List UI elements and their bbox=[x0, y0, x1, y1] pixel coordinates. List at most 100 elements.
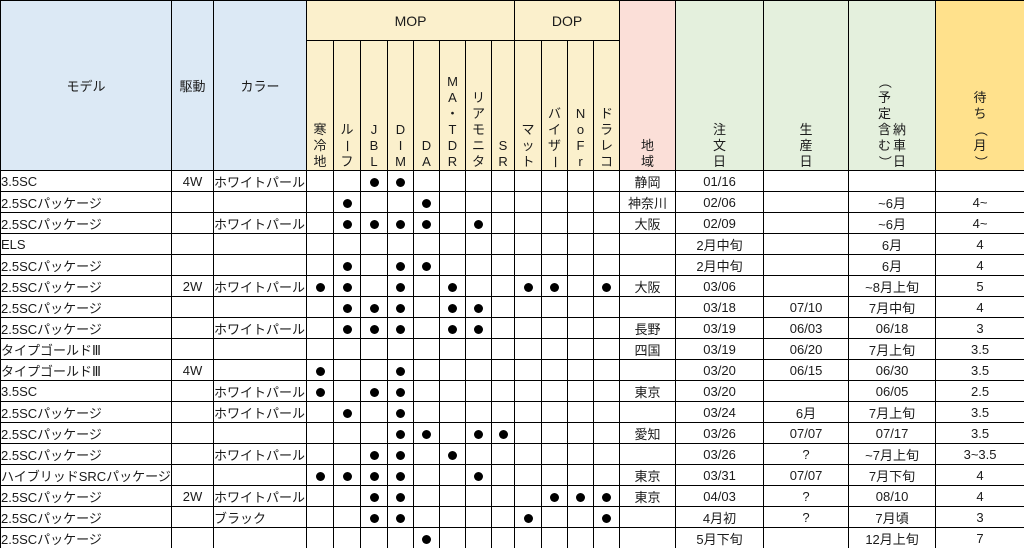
cell-option-rear-monitor bbox=[465, 380, 492, 402]
vertical-label: バイザー bbox=[547, 106, 563, 169]
cell-option-cold-weather bbox=[306, 464, 334, 486]
cell-color bbox=[213, 359, 307, 381]
cell-option-ma-tdr bbox=[439, 233, 466, 255]
cell-production-date bbox=[763, 527, 850, 548]
cell-option-nofr bbox=[567, 422, 595, 444]
cell-region: 大阪 bbox=[619, 212, 677, 234]
cell-option-jbl bbox=[360, 170, 388, 192]
cell-option-ma-tdr bbox=[439, 443, 466, 465]
cell-production-date bbox=[763, 212, 850, 234]
cell-option-rear-monitor bbox=[465, 464, 492, 486]
cell-option-drive-recorder bbox=[593, 443, 621, 465]
header-region: 地域 bbox=[619, 0, 677, 171]
cell-wait-months: 4~ bbox=[935, 191, 1024, 213]
cell-option-jbl bbox=[360, 317, 388, 339]
cell-wait-months: 5 bbox=[935, 275, 1024, 297]
option-dot bbox=[396, 177, 405, 187]
cell-option-dim bbox=[387, 317, 414, 339]
cell-option-drive-recorder bbox=[593, 506, 621, 528]
cell-delivery-date bbox=[848, 170, 937, 192]
table-row: 3.5SC ホワイトパール 東京 03/20 06/05 2.5 bbox=[0, 380, 1024, 402]
table-row: 2.5SCパッケージ ホワイトパール 03/26? ~7月上旬 3~3.5 bbox=[0, 443, 1024, 465]
cell-color bbox=[213, 464, 307, 486]
cell-option-mat bbox=[514, 443, 543, 465]
option-dot bbox=[396, 513, 405, 523]
cell-model: 2.5SCパッケージ bbox=[0, 443, 172, 465]
cell-option-rear-monitor bbox=[465, 401, 492, 423]
cell-color bbox=[213, 422, 307, 444]
cell-option-roof bbox=[333, 170, 361, 192]
option-dot bbox=[342, 198, 352, 208]
option-dot bbox=[523, 513, 533, 523]
cell-option-da bbox=[413, 401, 440, 423]
header-option-roof: ルーフ bbox=[333, 40, 361, 171]
option-dot bbox=[342, 282, 352, 292]
cell-delivery-date: 7月頃 bbox=[848, 506, 937, 528]
cell-option-mat bbox=[514, 170, 543, 192]
cell-model: ELS bbox=[0, 233, 172, 255]
cell-option-roof bbox=[333, 233, 361, 255]
option-dot bbox=[448, 450, 457, 460]
cell-color bbox=[213, 191, 307, 213]
cell-option-sr bbox=[490, 443, 516, 465]
cell-option-drive-recorder bbox=[593, 527, 621, 548]
cell-region: 四国 bbox=[619, 338, 677, 360]
option-dot bbox=[498, 429, 508, 439]
cell-color bbox=[213, 338, 307, 360]
cell-option-roof bbox=[333, 422, 361, 444]
vertical-label: リアモニタ bbox=[471, 90, 485, 169]
cell-production-date: ? bbox=[763, 506, 850, 528]
cell-option-cold-weather bbox=[306, 275, 334, 297]
header-group-mop: MOP bbox=[305, 0, 516, 41]
cell-option-roof bbox=[333, 359, 361, 381]
cell-option-cold-weather bbox=[306, 380, 334, 402]
cell-option-visor bbox=[541, 170, 569, 192]
cell-production-date: ? bbox=[763, 485, 850, 507]
cell-color bbox=[213, 233, 307, 255]
cell-option-mat bbox=[514, 359, 543, 381]
cell-region: 神奈川 bbox=[619, 191, 677, 213]
cell-option-mat bbox=[514, 527, 543, 548]
cell-wait-months: 4 bbox=[935, 464, 1024, 486]
cell-drive bbox=[171, 254, 214, 276]
cell-model: 3.5SC bbox=[0, 170, 172, 192]
cell-production-date: 07/10 bbox=[763, 296, 850, 318]
cell-delivery-date: 6月 bbox=[848, 233, 937, 255]
cell-order-date: 2月中旬 bbox=[675, 254, 765, 276]
vertical-label: ルーフ bbox=[339, 122, 355, 169]
cell-option-ma-tdr bbox=[439, 317, 466, 339]
cell-option-mat bbox=[514, 317, 543, 339]
cell-order-date: 2月中旬 bbox=[675, 233, 765, 255]
cell-option-sr bbox=[490, 170, 516, 192]
cell-delivery-date: ~8月上旬 bbox=[848, 275, 937, 297]
cell-option-dim bbox=[387, 443, 414, 465]
cell-option-drive-recorder bbox=[593, 401, 621, 423]
cell-option-drive-recorder bbox=[593, 464, 621, 486]
cell-drive bbox=[171, 443, 214, 465]
option-dot bbox=[550, 492, 560, 502]
cell-order-date: 02/09 bbox=[675, 212, 765, 234]
cell-region bbox=[619, 506, 677, 528]
table-body: 3.5SC 4W ホワイトパール 静岡 01/16 2.5SCパッケージ 神奈川 02/06 ~… bbox=[0, 170, 1024, 548]
cell-order-date: 03/31 bbox=[675, 464, 765, 486]
cell-color: ホワイトパール bbox=[213, 380, 307, 402]
cell-delivery-date: ~6月 bbox=[848, 191, 937, 213]
cell-option-nofr bbox=[567, 191, 595, 213]
option-dot bbox=[342, 261, 352, 271]
cell-option-ma-tdr bbox=[439, 170, 466, 192]
cell-option-da bbox=[413, 443, 440, 465]
cell-delivery-date: 7月中旬 bbox=[848, 296, 937, 318]
cell-color bbox=[213, 296, 307, 318]
cell-wait-months: 4 bbox=[935, 485, 1024, 507]
cell-region bbox=[619, 443, 677, 465]
cell-region: 愛知 bbox=[619, 422, 677, 444]
cell-order-date: 03/24 bbox=[675, 401, 765, 423]
cell-option-drive-recorder bbox=[593, 212, 621, 234]
option-dot bbox=[369, 219, 379, 229]
cell-order-date: 02/06 bbox=[675, 191, 765, 213]
cell-option-rear-monitor bbox=[465, 422, 492, 444]
